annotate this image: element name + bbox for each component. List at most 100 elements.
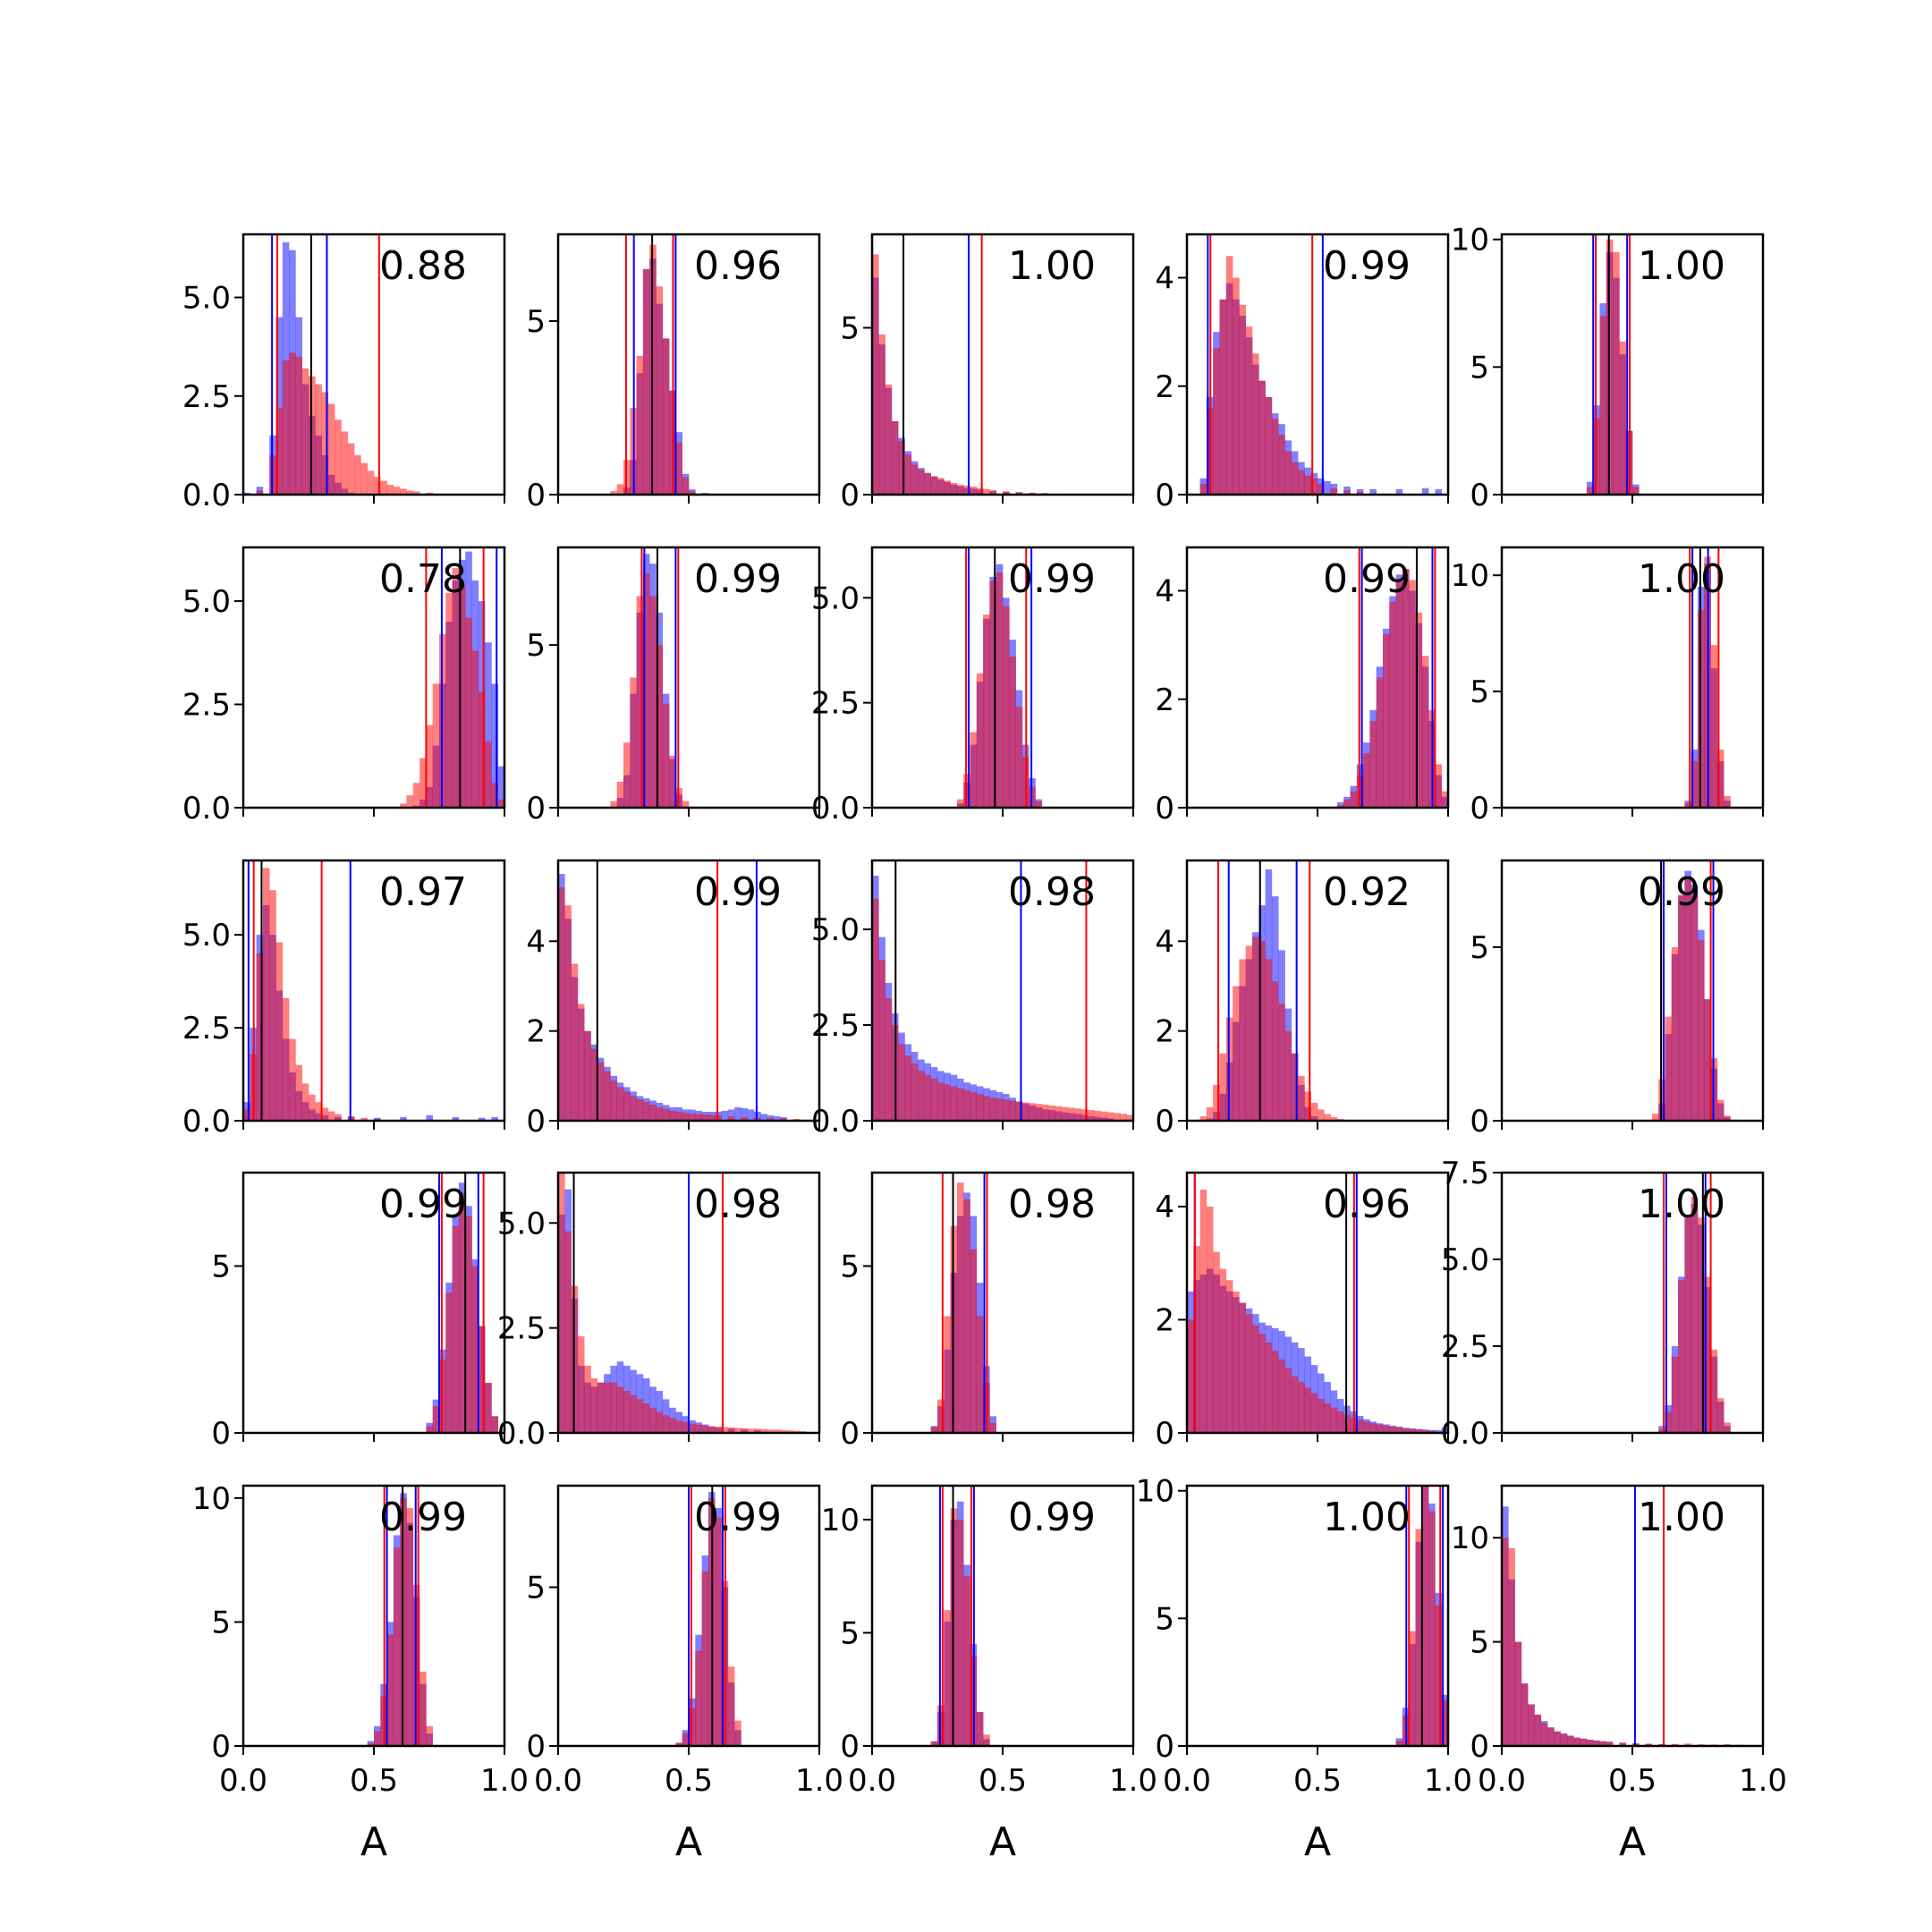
panel-annotation: 0.96 — [1323, 1182, 1411, 1227]
red-histogram-bar — [1080, 1109, 1089, 1121]
red-histogram-bar — [623, 742, 631, 808]
red-histogram-bar — [1233, 986, 1240, 1121]
red-histogram-bar — [341, 431, 349, 495]
y-tick-label: 5 — [1470, 674, 1489, 710]
red-histogram-bar — [275, 942, 284, 1121]
red-histogram-bar — [944, 480, 951, 495]
red-histogram-bar — [1003, 1099, 1010, 1121]
x-tick-label: 1.0 — [795, 1763, 843, 1799]
red-histogram-bar — [872, 254, 879, 495]
red-histogram-bar — [1330, 1407, 1338, 1433]
red-histogram-bar — [1245, 326, 1253, 495]
red-histogram-bar — [282, 360, 290, 495]
histogram-panel: 0 5 10 1.00 — [1451, 546, 1765, 826]
red-histogram-bar — [1402, 1428, 1410, 1433]
red-histogram-bar — [911, 464, 919, 495]
red-histogram-bar — [1716, 750, 1724, 808]
red-histogram-bar — [1684, 1217, 1691, 1433]
red-histogram-bar — [1363, 753, 1370, 808]
red-histogram-bar — [1441, 1699, 1448, 1746]
red-histogram-bar — [642, 1101, 650, 1121]
red-histogram-bar — [1199, 1115, 1208, 1121]
red-histogram-bar — [1219, 299, 1227, 495]
red-histogram-bar — [426, 1725, 433, 1746]
blue-histogram-bar — [485, 642, 492, 808]
y-tick-label: 0 — [840, 1416, 860, 1452]
blue-histogram-bar — [491, 683, 498, 808]
blue-histogram-bar — [721, 1110, 729, 1121]
red-histogram-bar — [708, 1114, 716, 1121]
red-histogram-bar — [1193, 1246, 1200, 1433]
y-tick-label: 4 — [1155, 574, 1174, 610]
red-histogram-bar — [904, 1055, 912, 1121]
red-histogram-bar — [604, 1071, 611, 1121]
red-histogram-bar — [380, 480, 387, 495]
red-histogram-bar — [930, 476, 938, 495]
y-tick-label: 5 — [1470, 1625, 1489, 1661]
red-histogram-bar — [1265, 959, 1273, 1121]
red-histogram-bar — [1690, 894, 1699, 1121]
red-histogram-bar — [682, 1421, 690, 1433]
red-histogram-bar — [465, 1216, 472, 1433]
red-histogram-bar — [1678, 894, 1685, 1121]
red-histogram-bar — [956, 484, 964, 495]
red-histogram-bar — [1324, 1114, 1331, 1121]
red-histogram-bar — [564, 905, 572, 1121]
y-tick-label: 0.0 — [811, 791, 860, 826]
blue-histogram-bar — [760, 1114, 767, 1121]
red-histogram-bar — [989, 489, 996, 495]
red-histogram-bar — [1547, 1728, 1555, 1746]
y-tick-label: 5 — [526, 304, 546, 340]
red-histogram-bar — [1435, 764, 1442, 808]
red-histogram-bar — [1239, 1302, 1246, 1433]
red-histogram-bar — [1356, 491, 1364, 495]
red-histogram-bar — [1508, 1547, 1515, 1746]
red-histogram-bar — [1383, 1425, 1390, 1433]
red-histogram-bar — [406, 490, 414, 495]
y-tick-label: 0 — [1470, 1104, 1489, 1140]
blue-histogram-bar — [1435, 488, 1442, 495]
panel-annotation: 0.99 — [1008, 1495, 1096, 1540]
red-histogram-bar — [1213, 1251, 1220, 1433]
red-histogram-bar — [904, 454, 912, 495]
red-histogram-bar — [1271, 1351, 1279, 1433]
histogram-panel: 050.96 — [526, 233, 821, 513]
red-histogram-bar — [1015, 707, 1023, 808]
red-histogram-bar — [976, 1712, 984, 1746]
red-histogram-bar — [301, 368, 309, 495]
panel-annotation: 0.99 — [1323, 556, 1411, 602]
red-histogram-bar — [989, 1422, 996, 1433]
red-histogram-bar — [610, 801, 617, 808]
blue-histogram-bar — [1441, 1427, 1448, 1433]
red-histogram-bar — [1369, 1423, 1377, 1433]
red-histogram-bar — [1580, 1738, 1588, 1746]
y-tick-label: 4 — [1155, 1190, 1174, 1225]
red-histogram-bar — [1304, 1387, 1311, 1433]
red-histogram-bar — [1324, 1403, 1331, 1433]
red-histogram-bar — [983, 614, 990, 808]
y-tick-label: 4 — [1155, 924, 1174, 960]
red-histogram-bar — [1441, 791, 1448, 808]
red-histogram-bar — [780, 1429, 787, 1433]
red-histogram-bar — [315, 384, 322, 495]
red-histogram-bar — [335, 419, 342, 495]
red-histogram-bar — [1514, 1641, 1522, 1746]
histogram-panel: 050.99 — [526, 546, 821, 826]
y-tick-label: 0 — [526, 791, 546, 826]
red-histogram-bar — [1415, 612, 1423, 808]
red-histogram-bar — [956, 1088, 964, 1121]
y-tick-label: 0 — [1155, 1729, 1174, 1765]
y-tick-label: 0 — [1470, 791, 1489, 826]
panel-annotation: 0.97 — [379, 869, 467, 915]
panel-annotation: 0.99 — [379, 1495, 467, 1540]
red-histogram-bar — [767, 1117, 775, 1121]
red-histogram-bar — [944, 1316, 951, 1433]
panel-annotation: 1.00 — [1323, 1495, 1411, 1540]
y-tick-label: 2 — [1155, 1302, 1174, 1338]
y-tick-label: 5 — [526, 628, 546, 664]
red-histogram-bar — [301, 1083, 309, 1121]
red-histogram-bar — [1252, 1325, 1259, 1433]
y-tick-label: 7.5 — [1441, 1156, 1489, 1191]
red-histogram-bar — [1029, 1103, 1036, 1121]
red-histogram-bar — [282, 997, 290, 1121]
